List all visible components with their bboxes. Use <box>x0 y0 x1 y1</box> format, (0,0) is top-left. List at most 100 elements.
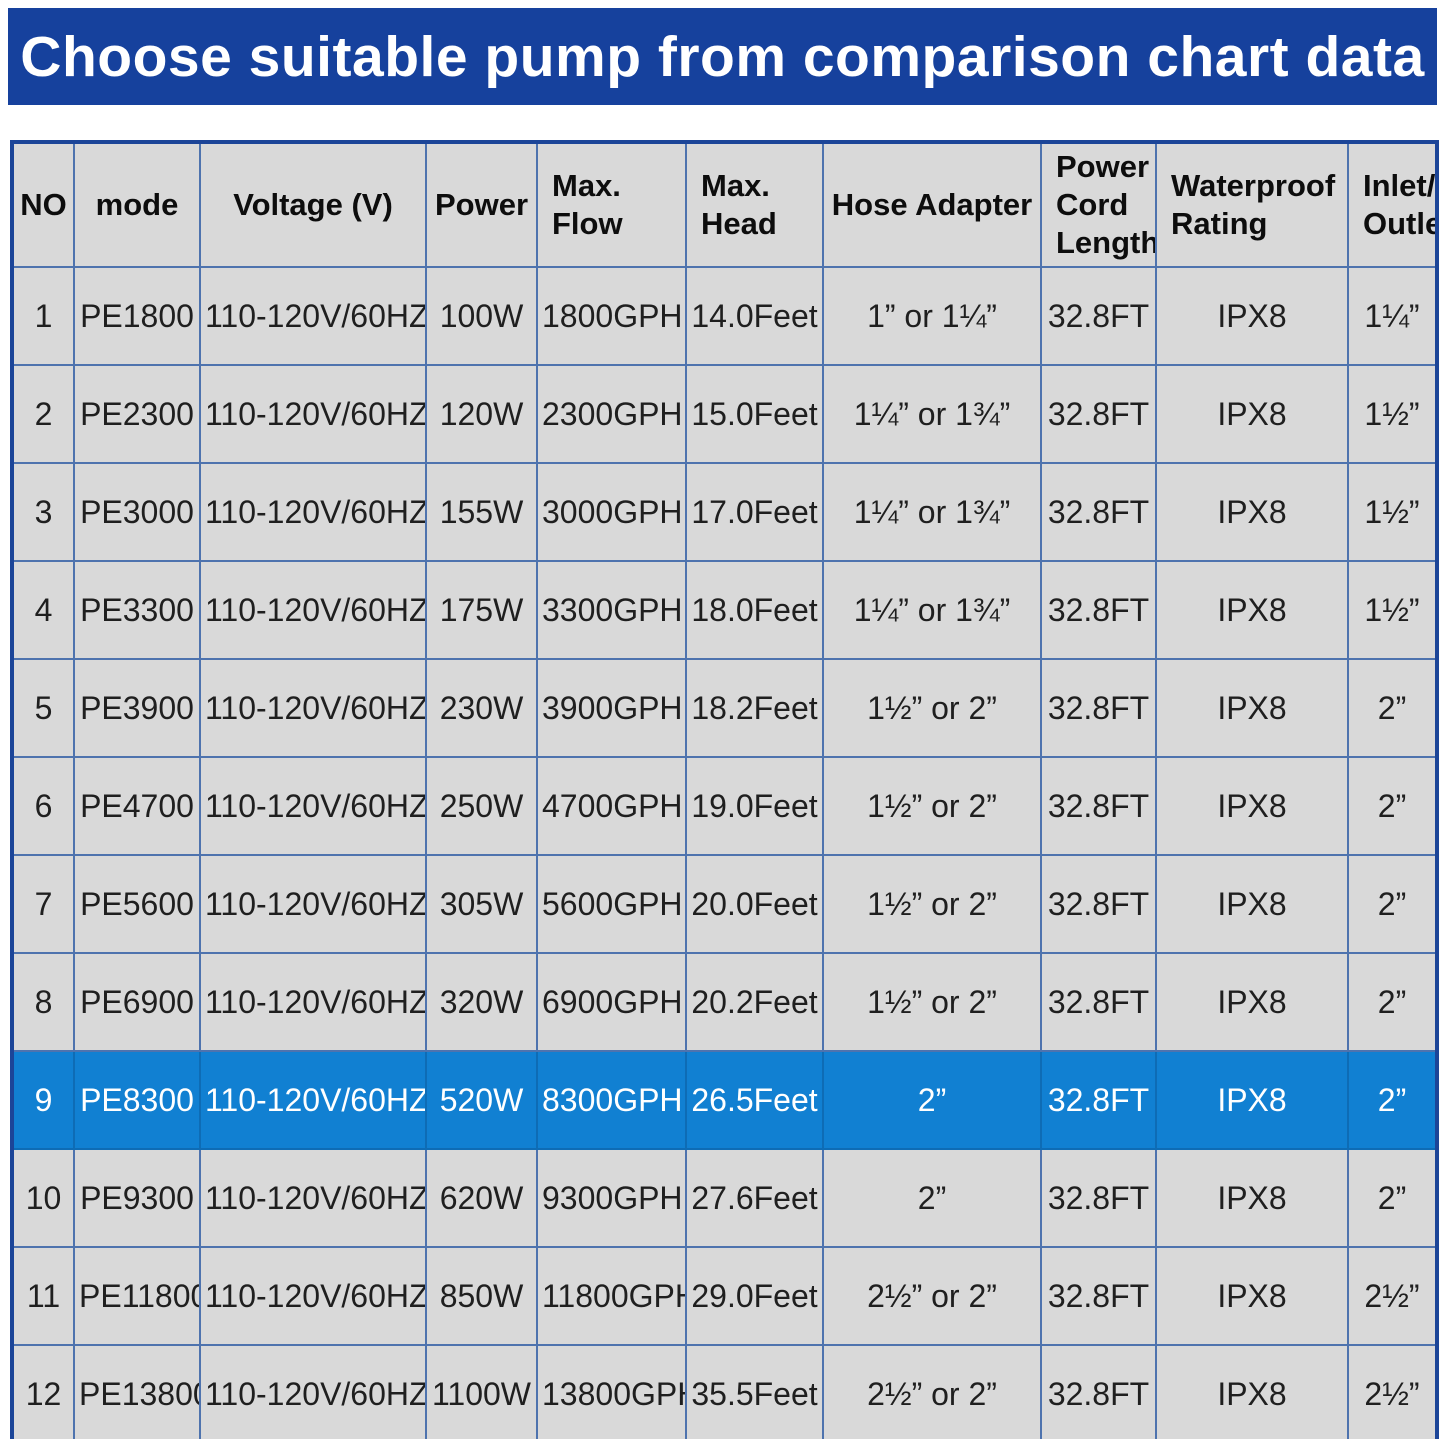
cell-hose-adapter: 1¼” or 1¾” <box>822 462 1042 562</box>
cell-max-flow: 2300GPH <box>536 364 687 464</box>
cell-max-head: 20.0Feet <box>685 854 824 954</box>
column-header-max-flow: Max. Flow <box>536 141 687 268</box>
cell-voltage: 110-120V/60HZ <box>199 1148 427 1248</box>
page-title: Choose suitable pump from comparison cha… <box>20 24 1425 89</box>
table-row: 6 PE4700 110-120V/60HZ 250W 4700GPH 19.0Feet 1… <box>11 756 1438 856</box>
cell-no: 12 <box>11 1344 75 1439</box>
cell-max-flow: 6900GPH <box>536 952 687 1052</box>
cell-power-cord-length: 32.8FT <box>1040 854 1157 954</box>
cell-max-head: 19.0Feet <box>685 756 824 856</box>
cell-power: 620W <box>425 1148 538 1248</box>
title-banner: Choose suitable pump from comparison cha… <box>8 8 1437 105</box>
cell-hose-adapter: 2” <box>822 1050 1042 1150</box>
header-row: NO mode Voltage (V) Power Max. Flow Max.… <box>11 141 1438 268</box>
cell-power: 1100W <box>425 1344 538 1439</box>
cell-waterproof-rating: IPX8 <box>1155 1344 1349 1439</box>
cell-power-cord-length: 32.8FT <box>1040 1148 1157 1248</box>
cell-no: 7 <box>11 854 75 954</box>
cell-waterproof-rating: IPX8 <box>1155 560 1349 660</box>
column-header-waterproof-rating: Waterproof Rating <box>1155 141 1349 268</box>
cell-voltage: 110-120V/60HZ <box>199 952 427 1052</box>
cell-power: 320W <box>425 952 538 1052</box>
cell-waterproof-rating: IPX8 <box>1155 266 1349 366</box>
table-row: 11 PE11800 110-120V/60HZ 850W 11800GPH 29.0Fe… <box>11 1246 1438 1346</box>
cell-inlet-outlet: 1½” <box>1347 364 1438 464</box>
table-row: 8 PE6900 110-120V/60HZ 320W 6900GPH 20.2Feet 1… <box>11 952 1438 1052</box>
cell-power-cord-length: 32.8FT <box>1040 1344 1157 1439</box>
cell-voltage: 110-120V/60HZ <box>199 1246 427 1346</box>
cell-inlet-outlet: 2½” <box>1347 1344 1438 1439</box>
cell-mode: PE11800 <box>73 1246 201 1346</box>
cell-no: 1 <box>11 266 75 366</box>
cell-hose-adapter: 2½” or 2” <box>822 1246 1042 1346</box>
cell-no: 2 <box>11 364 75 464</box>
cell-voltage: 110-120V/60HZ <box>199 364 427 464</box>
cell-hose-adapter: 1½” or 2” <box>822 952 1042 1052</box>
cell-max-flow: 3900GPH <box>536 658 687 758</box>
column-header-power-cord-length: Power Cord Length <box>1040 141 1157 268</box>
cell-inlet-outlet: 2” <box>1347 756 1438 856</box>
cell-power: 850W <box>425 1246 538 1346</box>
table-row: 9 PE8300 110-120V/60HZ 520W 8300GPH 26.5Feet 2… <box>11 1050 1438 1150</box>
cell-mode: PE5600 <box>73 854 201 954</box>
cell-max-flow: 13800GPH <box>536 1344 687 1439</box>
cell-inlet-outlet: 1½” <box>1347 560 1438 660</box>
cell-no: 5 <box>11 658 75 758</box>
table-row: 1 PE1800 110-120V/60HZ 100W 1800GPH 14.0Feet 1… <box>11 266 1438 366</box>
cell-max-head: 15.0Feet <box>685 364 824 464</box>
cell-voltage: 110-120V/60HZ <box>199 1050 427 1150</box>
cell-power-cord-length: 32.8FT <box>1040 1246 1157 1346</box>
cell-mode: PE4700 <box>73 756 201 856</box>
cell-max-flow: 9300GPH <box>536 1148 687 1248</box>
cell-max-head: 18.2Feet <box>685 658 824 758</box>
cell-power: 520W <box>425 1050 538 1150</box>
cell-max-head: 18.0Feet <box>685 560 824 660</box>
cell-waterproof-rating: IPX8 <box>1155 1050 1349 1150</box>
cell-waterproof-rating: IPX8 <box>1155 1148 1349 1248</box>
cell-hose-adapter: 1½” or 2” <box>822 756 1042 856</box>
cell-voltage: 110-120V/60HZ <box>199 560 427 660</box>
cell-power-cord-length: 32.8FT <box>1040 266 1157 366</box>
table-row: 3 PE3000 110-120V/60HZ 155W 3000GPH 17.0Feet 1… <box>11 462 1438 562</box>
cell-power: 250W <box>425 756 538 856</box>
cell-voltage: 110-120V/60HZ <box>199 1344 427 1439</box>
cell-inlet-outlet: 2” <box>1347 854 1438 954</box>
table-body: 1 PE1800 110-120V/60HZ 100W 1800GPH 14.0Feet 1… <box>11 266 1438 1439</box>
cell-max-flow: 5600GPH <box>536 854 687 954</box>
table-row: 10 PE9300 110-120V/60HZ 620W 9300GPH 27.6Feet… <box>11 1148 1438 1248</box>
cell-inlet-outlet: 1¼” <box>1347 266 1438 366</box>
column-header-power: Power <box>425 141 538 268</box>
cell-power: 175W <box>425 560 538 660</box>
cell-waterproof-rating: IPX8 <box>1155 658 1349 758</box>
cell-voltage: 110-120V/60HZ <box>199 854 427 954</box>
cell-hose-adapter: 1¼” or 1¾” <box>822 364 1042 464</box>
cell-voltage: 110-120V/60HZ <box>199 658 427 758</box>
table-row: 2 PE2300 110-120V/60HZ 120W 2300GPH 15.0Feet 1… <box>11 364 1438 464</box>
cell-power-cord-length: 32.8FT <box>1040 756 1157 856</box>
cell-max-head: 26.5Feet <box>685 1050 824 1150</box>
column-header-voltage: Voltage (V) <box>199 141 427 268</box>
cell-power: 305W <box>425 854 538 954</box>
cell-power-cord-length: 32.8FT <box>1040 364 1157 464</box>
cell-waterproof-rating: IPX8 <box>1155 854 1349 954</box>
column-header-inlet-outlet: Inlet/ Outlet <box>1347 141 1438 268</box>
cell-max-head: 29.0Feet <box>685 1246 824 1346</box>
cell-max-head: 27.6Feet <box>685 1148 824 1248</box>
cell-inlet-outlet: 2” <box>1347 658 1438 758</box>
cell-power-cord-length: 32.8FT <box>1040 1050 1157 1150</box>
cell-power: 155W <box>425 462 538 562</box>
cell-mode: PE3900 <box>73 658 201 758</box>
cell-power-cord-length: 32.8FT <box>1040 560 1157 660</box>
cell-inlet-outlet: 2½” <box>1347 1246 1438 1346</box>
cell-no: 8 <box>11 952 75 1052</box>
cell-power-cord-length: 32.8FT <box>1040 952 1157 1052</box>
cell-mode: PE8300 <box>73 1050 201 1150</box>
cell-voltage: 110-120V/60HZ <box>199 462 427 562</box>
cell-waterproof-rating: IPX8 <box>1155 364 1349 464</box>
pump-comparison-table: NO mode Voltage (V) Power Max. Flow Max.… <box>10 140 1439 1439</box>
cell-max-flow: 3000GPH <box>536 462 687 562</box>
cell-max-flow: 1800GPH <box>536 266 687 366</box>
cell-waterproof-rating: IPX8 <box>1155 952 1349 1052</box>
cell-inlet-outlet: 2” <box>1347 1050 1438 1150</box>
